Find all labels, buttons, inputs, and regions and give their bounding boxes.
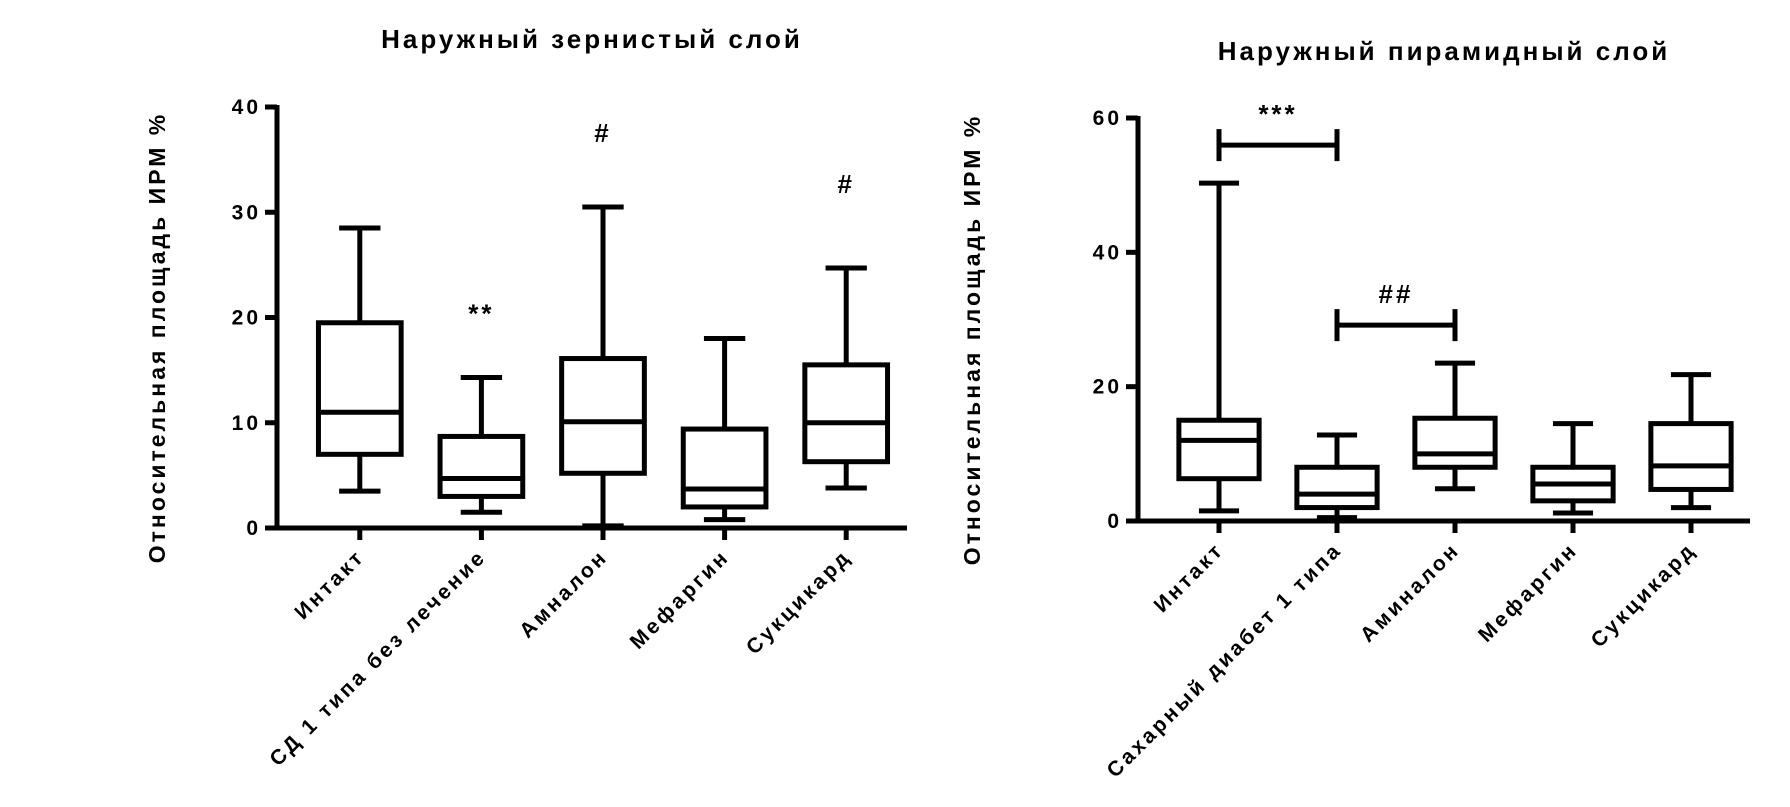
significance-mark: # (837, 169, 854, 199)
x-tick-label: Аминалон (1356, 538, 1465, 647)
x-tick-label: Амналон (515, 545, 612, 642)
y-tick-label: 10 (232, 412, 261, 435)
x-tick-label: Сахарный диабет 1 типа (1102, 538, 1346, 782)
box (1412, 415, 1498, 470)
x-tick-label: СД 1 типа без лечение (265, 545, 490, 770)
box (802, 362, 891, 465)
y-tick-label: 40 (232, 96, 261, 119)
box (1294, 464, 1380, 511)
x-tick-label: Интакт (290, 545, 369, 624)
y-tick-label: 60 (1093, 107, 1122, 130)
x-tick-label: Сукцикард (1587, 538, 1701, 652)
x-tick-label: Мефаргин (626, 545, 734, 653)
significance-bracket (1334, 309, 1458, 342)
x-tick-label: Мефаргин (1474, 538, 1582, 646)
y-tick-label: 40 (1093, 241, 1122, 264)
box (1176, 417, 1262, 482)
significance-mark: ## (1379, 279, 1414, 309)
x-tick-label: Сукцикард (742, 545, 856, 659)
y-tick-label: 20 (1093, 376, 1122, 399)
significance-mark: ** (468, 298, 494, 328)
y-tick-label: 0 (246, 517, 261, 540)
box (315, 320, 404, 457)
box (437, 433, 526, 499)
significance-mark: # (594, 118, 611, 148)
box (559, 356, 647, 476)
chart-title: Наружный зернистый слой (381, 24, 803, 54)
box (680, 426, 769, 510)
y-tick-label: 30 (232, 201, 261, 224)
chart-title: Наружный пирамидный слой (1218, 36, 1670, 66)
y-tick-label: 20 (232, 307, 261, 330)
significance-bracket (1216, 129, 1340, 162)
significance-mark: *** (1258, 99, 1297, 129)
y-axis-label: Относительная площадь ИРМ % (144, 112, 170, 563)
y-axis-label: Относительная площадь ИРМ % (959, 114, 985, 565)
x-tick-label: Интакт (1150, 538, 1229, 617)
box (1648, 421, 1734, 492)
y-tick-label: 0 (1107, 510, 1122, 533)
